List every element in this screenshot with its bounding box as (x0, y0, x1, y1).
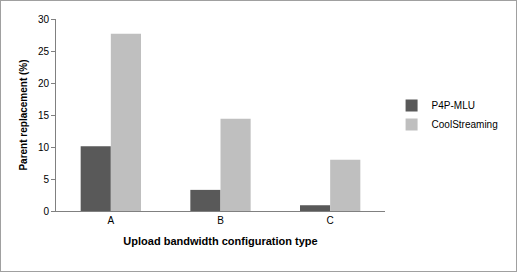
svg-text:B: B (217, 215, 224, 226)
svg-text:CoolStreaming: CoolStreaming (432, 119, 498, 130)
svg-text:5: 5 (43, 174, 49, 185)
svg-text:A: A (107, 215, 114, 226)
svg-text:C: C (327, 215, 334, 226)
svg-text:Parent replacement (%): Parent replacement (%) (18, 59, 29, 170)
svg-text:30: 30 (38, 14, 50, 25)
svg-text:10: 10 (38, 142, 50, 153)
svg-text:0: 0 (43, 206, 49, 217)
svg-text:Upload bandwidth configuration: Upload bandwidth configuration type (123, 235, 317, 247)
svg-text:20: 20 (38, 78, 50, 89)
svg-text:15: 15 (38, 110, 50, 121)
svg-text:P4P-MLU: P4P-MLU (432, 100, 475, 111)
svg-text:25: 25 (38, 46, 50, 57)
